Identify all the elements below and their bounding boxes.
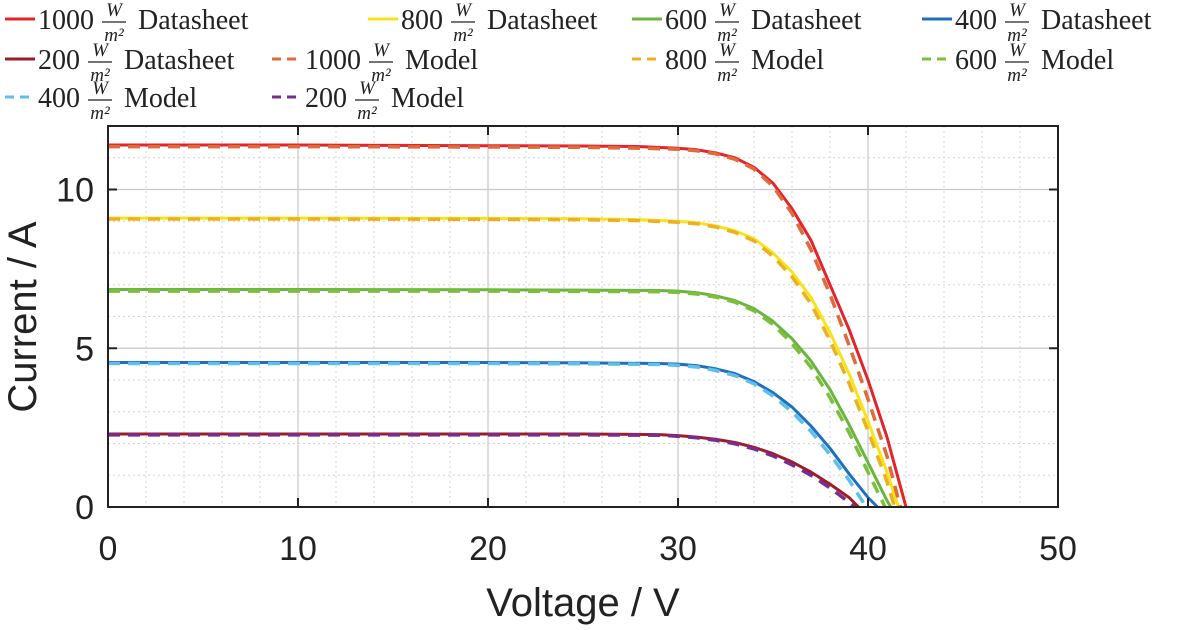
legend-source: Datasheet — [138, 5, 249, 36]
series-line-600-datasheet — [108, 288, 893, 508]
legend-source: Model — [751, 45, 824, 76]
series-lines — [108, 143, 908, 509]
legend-irradiance: 600 — [665, 5, 707, 36]
legend-unit-numerator: W — [719, 40, 737, 61]
legend-unit-numerator: W — [1009, 40, 1027, 61]
legend-unit-denominator: m² — [1007, 25, 1027, 46]
y-tick-label: 5 — [75, 330, 94, 368]
legend-entry-200-datasheet: 200 Wm² Datasheet — [5, 40, 235, 86]
x-tick-label: 30 — [659, 530, 697, 568]
legend-irradiance: 400 — [38, 83, 80, 114]
legend: 1000 Wm² Datasheet 800 Wm² Datasheet 600 Wm² Dat… — [5, 0, 1152, 124]
series-line-400-model — [108, 361, 868, 508]
plot-area-frame — [107, 125, 1059, 508]
legend-unit-denominator: m² — [453, 25, 473, 46]
legend-entry-1000-model: 1000 Wm² Model — [272, 40, 478, 86]
legend-entry-800-model: 800 Wm² Model — [632, 40, 824, 86]
x-axis-label: Voltage / V — [486, 581, 680, 625]
x-tick-label: 40 — [849, 530, 887, 568]
y-tick-label: 10 — [56, 172, 94, 210]
legend-irradiance: 800 — [665, 45, 707, 76]
series-line-600-model — [108, 289, 887, 508]
y-axis-label: Current / A — [1, 221, 45, 413]
x-tick-label: 0 — [99, 530, 118, 568]
legend-unit-denominator: m² — [90, 65, 110, 86]
legend-irradiance: 600 — [955, 45, 997, 76]
legend-source: Datasheet — [124, 45, 235, 76]
legend-irradiance: 1000 — [305, 45, 361, 76]
legend-entry-600-datasheet: 600 Wm² Datasheet — [632, 0, 862, 46]
legend-entry-800-datasheet: 800 Wm² Datasheet — [368, 0, 598, 46]
x-tick-label: 20 — [469, 530, 507, 568]
series-line-200-model — [108, 433, 856, 509]
series-line-1000-model — [108, 144, 902, 508]
legend-source: Model — [391, 83, 464, 114]
series-line-800-datasheet — [108, 216, 900, 508]
axis-ticks: 0 10 20 30 40 50 0 5 10 — [56, 126, 1077, 568]
legend-unit-numerator: W — [373, 40, 391, 61]
grid — [108, 126, 1058, 507]
legend-unit-denominator: m² — [717, 25, 737, 46]
legend-unit-numerator: W — [455, 0, 473, 21]
legend-irradiance: 400 — [955, 5, 997, 36]
legend-unit-denominator: m² — [90, 103, 110, 124]
legend-entry-600-model: 600 Wm² Model — [922, 40, 1114, 86]
legend-unit-numerator: W — [719, 0, 737, 21]
legend-unit-denominator: m² — [371, 65, 391, 86]
legend-unit-denominator: m² — [717, 65, 737, 86]
legend-entry-400-datasheet: 400 Wm² Datasheet — [922, 0, 1152, 46]
legend-source: Datasheet — [1041, 5, 1152, 36]
legend-source: Model — [1041, 45, 1114, 76]
legend-unit-numerator: W — [106, 0, 124, 21]
legend-source: Datasheet — [487, 5, 598, 36]
legend-irradiance: 200 — [38, 45, 80, 76]
legend-unit-numerator: W — [92, 78, 110, 99]
legend-entry-200-model: 200 Wm² Model — [272, 78, 464, 124]
legend-irradiance: 1000 — [38, 5, 94, 36]
legend-unit-denominator: m² — [1007, 65, 1027, 86]
legend-entry-400-model: 400 Wm² Model — [5, 78, 197, 124]
x-tick-label: 50 — [1039, 530, 1077, 568]
legend-unit-numerator: W — [359, 78, 377, 99]
legend-source: Model — [405, 45, 478, 76]
legend-irradiance: 800 — [401, 5, 443, 36]
legend-unit-numerator: W — [1009, 0, 1027, 21]
legend-unit-denominator: m² — [357, 103, 377, 124]
x-tick-label: 10 — [279, 530, 317, 568]
series-line-800-model — [108, 217, 897, 508]
y-tick-label: 0 — [75, 489, 94, 527]
legend-irradiance: 200 — [305, 83, 347, 114]
legend-entry-1000-datasheet: 1000 Wm² Datasheet — [5, 0, 249, 46]
legend-source: Datasheet — [751, 5, 862, 36]
legend-unit-numerator: W — [92, 40, 110, 61]
legend-source: Model — [124, 83, 197, 114]
legend-unit-denominator: m² — [104, 25, 124, 46]
